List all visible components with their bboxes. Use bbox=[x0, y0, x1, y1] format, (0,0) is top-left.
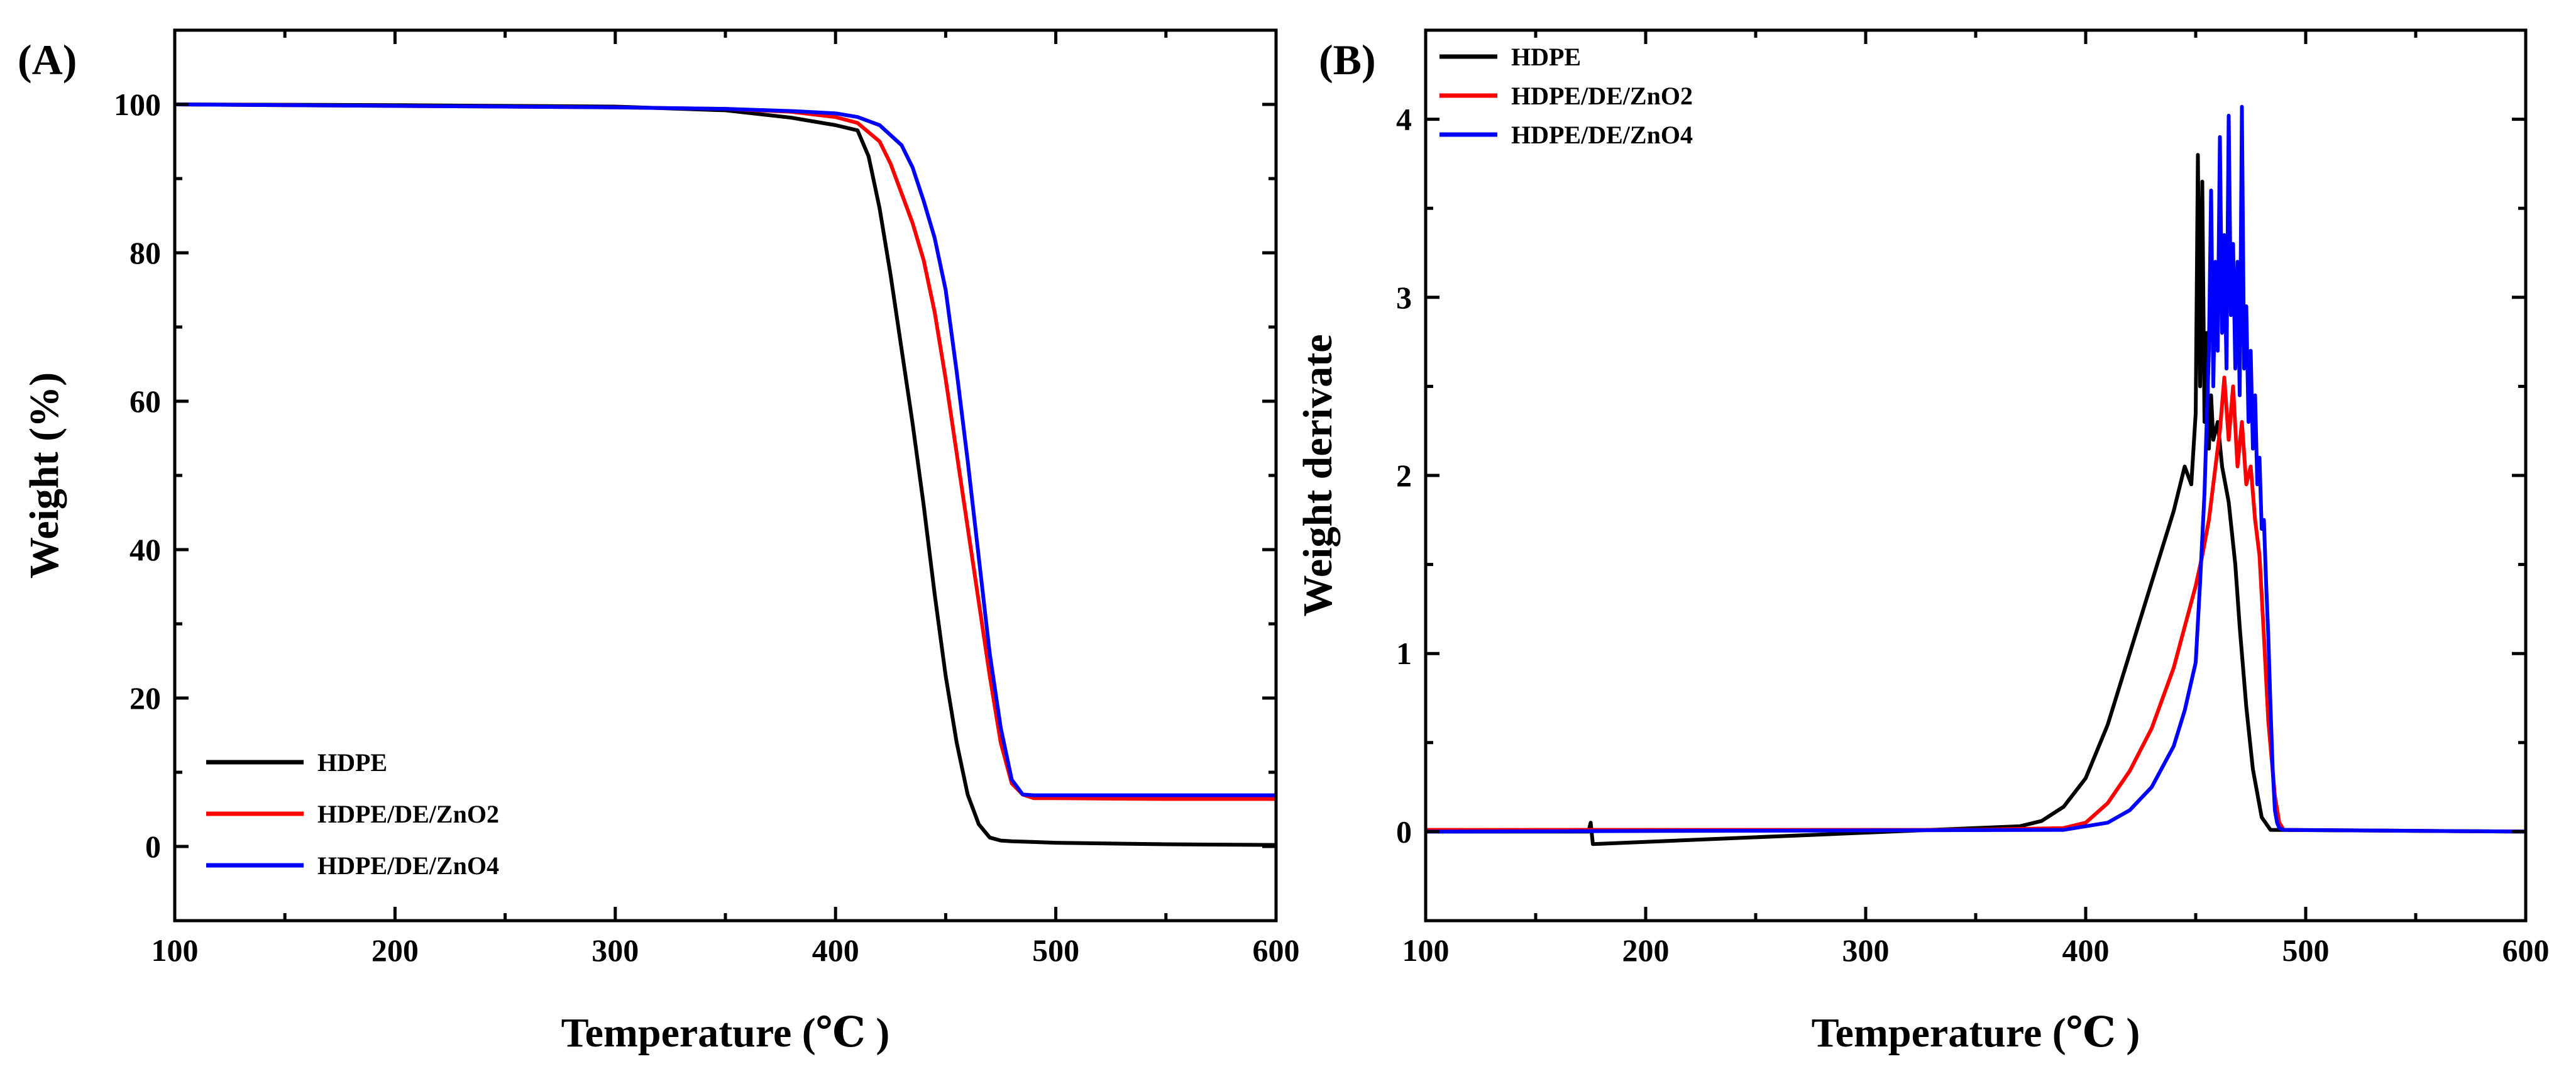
chart-panel-b: 100 200 300 400 500 600 0 1 2 3 4 Temperature (℃ ) W… bbox=[1295, 28, 2550, 1056]
plot-frame bbox=[173, 28, 1278, 923]
x-tick-label: 100 bbox=[1402, 933, 1450, 968]
legend-label: HDPE/DE/ZnO4 bbox=[317, 851, 499, 880]
x-axis-title: Temperature (℃ ) bbox=[1812, 1010, 2140, 1056]
y-tick-label: 100 bbox=[114, 87, 161, 122]
x-tick-label: 600 bbox=[1253, 933, 1300, 968]
y-tick-label: 0 bbox=[145, 829, 161, 864]
series-group bbox=[1426, 104, 2526, 846]
legend-label: HDPE bbox=[317, 748, 387, 777]
y-tick-label: 60 bbox=[129, 384, 161, 419]
legend: HDPE HDPE/DE/ZnO2 HDPE/DE/ZnO4 bbox=[206, 748, 499, 880]
x-tick-label: 600 bbox=[2502, 933, 2550, 968]
plot-frame bbox=[1424, 28, 2528, 923]
y-tick-label: 0 bbox=[1396, 814, 1412, 849]
y-tick-label: 4 bbox=[1396, 102, 1412, 137]
series-line-hdpe-de-zno2 bbox=[1426, 375, 2526, 834]
x-tick-label: 100 bbox=[151, 933, 199, 968]
series-line-hdpe-de-zno2 bbox=[175, 103, 1276, 801]
x-tick-label: 200 bbox=[1622, 933, 1670, 968]
chart-panel-a: 100 200 300 400 500 600 0 20 40 60 80 100 Temperatur… bbox=[18, 28, 1300, 1056]
panel-label: (B) bbox=[1319, 36, 1376, 84]
legend: HDPE HDPE/DE/ZnO2 HDPE/DE/ZnO4 bbox=[1439, 43, 1693, 149]
x-axis-title: Temperature (℃ ) bbox=[561, 1010, 890, 1056]
series-line-hdpe-de-zno4 bbox=[175, 103, 1276, 797]
y-tick-label: 3 bbox=[1396, 280, 1412, 315]
series-group bbox=[175, 103, 1276, 847]
legend-label: HDPE/DE/ZnO4 bbox=[1511, 121, 1693, 149]
legend-label: HDPE bbox=[1511, 43, 1581, 71]
x-tick-label: 400 bbox=[812, 933, 859, 968]
x-tick-label: 500 bbox=[2282, 933, 2330, 968]
x-tick-label: 200 bbox=[372, 933, 419, 968]
legend-label: HDPE/DE/ZnO2 bbox=[317, 800, 499, 828]
x-tick-label: 300 bbox=[1842, 933, 1890, 968]
y-tick-label: 20 bbox=[129, 680, 161, 716]
x-tick-label: 500 bbox=[1032, 933, 1079, 968]
x-tick-label: 400 bbox=[2062, 933, 2110, 968]
x-tick-label: 300 bbox=[592, 933, 639, 968]
y-tick-label: 80 bbox=[129, 235, 161, 270]
y-axis-title: Weight derivate bbox=[1295, 334, 1341, 616]
y-tick-label: 2 bbox=[1396, 458, 1412, 493]
series-line-hdpe bbox=[1426, 153, 2526, 846]
panel-label: (A) bbox=[18, 36, 77, 84]
series-line-hdpe bbox=[175, 103, 1276, 847]
y-tick-label: 1 bbox=[1396, 636, 1412, 671]
y-axis-title: Weight (%) bbox=[21, 372, 67, 579]
legend-label: HDPE/DE/ZnO2 bbox=[1511, 82, 1693, 110]
series-line-hdpe-de-zno4 bbox=[1426, 104, 2526, 834]
y-tick-label: 40 bbox=[129, 532, 161, 567]
